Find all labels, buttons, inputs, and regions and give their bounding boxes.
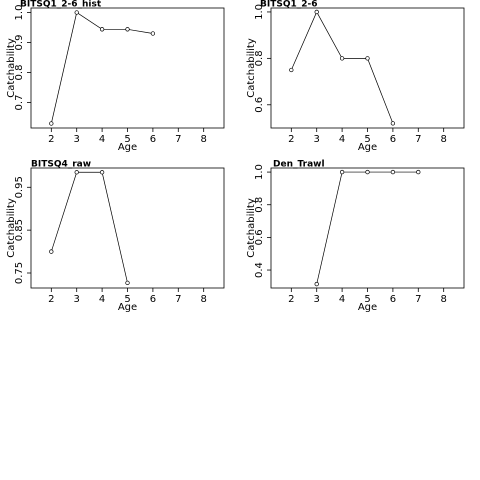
y-tick-label: 0.8 — [14, 65, 25, 81]
x-tick-label: 4 — [99, 134, 105, 145]
y-tick-label: 1.0 — [254, 4, 265, 20]
x-tick-label: 4 — [339, 294, 345, 305]
y-tick-label: 1.0 — [14, 5, 25, 21]
y-axis-label: Catchability — [246, 198, 257, 258]
x-tick-label: 5 — [124, 134, 130, 145]
x-tick-label: 5 — [364, 294, 370, 305]
x-tick-label: 2 — [288, 134, 294, 145]
data-point — [99, 27, 105, 32]
y-tick-label: 0.6 — [254, 229, 265, 245]
x-tick-label: 4 — [339, 134, 345, 145]
y-tick-label: 0.8 — [254, 50, 265, 66]
x-tick-label: 3 — [314, 134, 320, 145]
chart-title: Den_Trawl — [273, 160, 325, 170]
plot-frame — [270, 7, 465, 129]
y-tick-label: 1.0 — [254, 164, 265, 180]
y-tick-label: 0.9 — [14, 35, 25, 51]
x-axis-label: Age — [358, 142, 377, 153]
data-point — [314, 9, 319, 15]
chart-title: BITSQ4_raw — [31, 160, 91, 170]
x-tick-label: 2 — [48, 134, 54, 145]
plot-frame — [270, 167, 465, 289]
x-tick-label: 5 — [124, 294, 130, 305]
y-tick-label: 0.75 — [14, 262, 25, 284]
y-tick-label: 0.7 — [14, 95, 25, 111]
x-tick-label: 5 — [364, 134, 370, 145]
x-tick-label: 8 — [200, 294, 206, 305]
x-axis-label: Age — [118, 142, 137, 153]
plot-frame — [30, 7, 225, 129]
x-axis-label: Age — [358, 302, 377, 313]
data-point — [339, 169, 345, 175]
y-tick-label: 0.85 — [14, 219, 25, 241]
data-point — [339, 56, 345, 61]
data-line — [50, 171, 128, 283]
x-tick-label: 2 — [288, 294, 294, 305]
x-tick-label: 8 — [440, 134, 446, 145]
x-axis-label: Age — [118, 302, 137, 313]
x-tick-label: 7 — [175, 134, 181, 145]
x-tick-label: 3 — [314, 294, 320, 305]
x-tick-label: 7 — [175, 294, 181, 305]
data-point — [74, 10, 79, 15]
data-line — [316, 171, 419, 285]
x-tick-label: 2 — [48, 294, 54, 305]
x-tick-label: 8 — [440, 294, 446, 305]
x-tick-label: 4 — [99, 294, 105, 305]
y-tick-label: 0.4 — [254, 262, 265, 278]
plot-frame — [30, 167, 225, 289]
data-point — [74, 170, 79, 175]
x-tick-label: 6 — [390, 294, 396, 305]
data-point — [49, 121, 54, 126]
y-axis-label: Catchability — [6, 38, 17, 98]
data-point — [416, 169, 421, 175]
x-tick-label: 3 — [74, 134, 80, 145]
data-point — [125, 280, 130, 286]
data-point — [365, 169, 370, 175]
y-tick-label: 0.95 — [14, 176, 25, 198]
x-tick-label: 7 — [415, 294, 421, 305]
data-line — [290, 11, 394, 124]
y-axis-label: Catchability — [246, 38, 257, 98]
data-point — [365, 56, 370, 61]
data-point — [314, 281, 319, 287]
y-axis-label: Catchability — [6, 198, 17, 258]
data-point — [99, 170, 105, 175]
chart-title: BITSQ1_2-6_hist — [20, 0, 102, 10]
y-tick-label: 0.8 — [254, 197, 265, 213]
chart-title: BITSQ1_2-6 — [260, 0, 318, 10]
data-point — [49, 249, 54, 254]
data-point — [390, 169, 396, 175]
data-point — [125, 27, 130, 32]
x-tick-label: 3 — [74, 294, 80, 305]
x-tick-label: 6 — [150, 134, 156, 145]
data-point — [390, 121, 396, 126]
x-tick-label: 6 — [150, 294, 156, 305]
data-point — [289, 67, 294, 73]
x-tick-label: 8 — [200, 134, 206, 145]
data-point — [150, 31, 156, 36]
y-tick-label: 0.6 — [254, 97, 265, 113]
x-tick-label: 6 — [390, 134, 396, 145]
x-tick-label: 7 — [415, 134, 421, 145]
